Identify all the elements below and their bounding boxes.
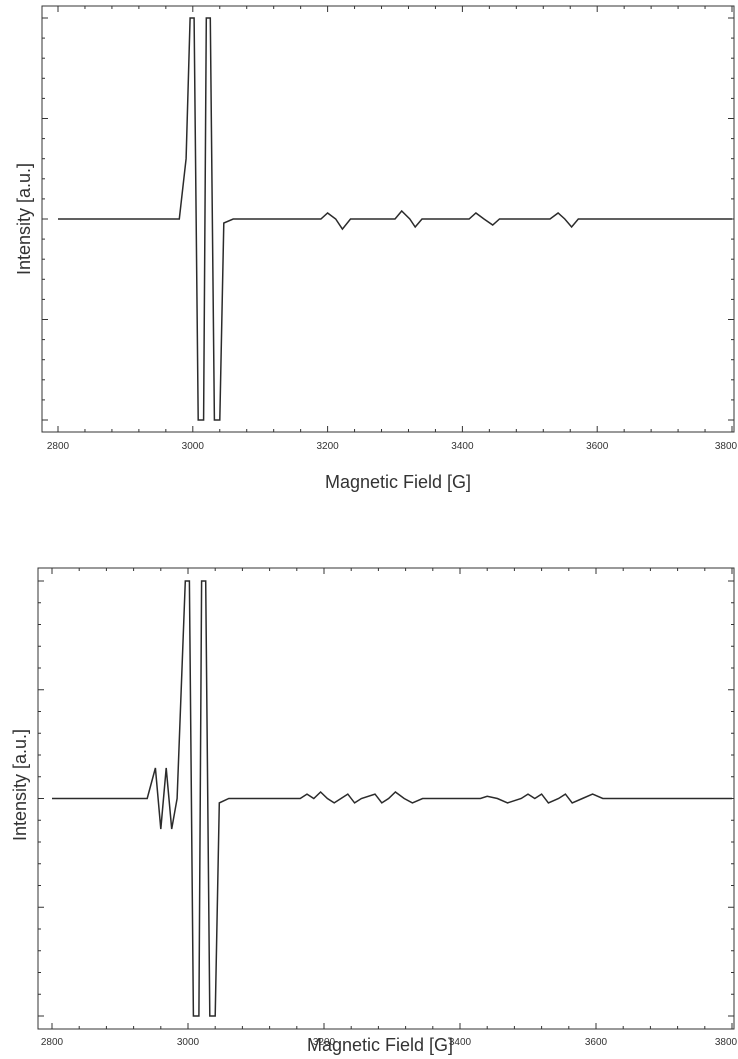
x-tick-label: 3200	[313, 1037, 336, 1048]
x-tick-label: 3000	[177, 1037, 200, 1048]
series-line-2	[52, 580, 732, 1017]
x-tick-label: 3600	[586, 441, 609, 452]
y-axis-label-1: Intensity [a.u.]	[14, 163, 34, 275]
series-line-1	[58, 17, 732, 421]
x-tick-label: 3800	[715, 441, 738, 452]
x-ticks-2: 2800 3000 3200 3400 3600 3800	[41, 568, 738, 1048]
x-tick-label: 3400	[451, 441, 474, 452]
chart-panel-1: 2800 3000 3200 3400 3600 3800 Magnetic Field …	[14, 5, 738, 492]
y-ticks-2	[38, 580, 734, 1017]
x-tick-label: 3000	[182, 441, 205, 452]
x-tick-label: 3400	[449, 1037, 472, 1048]
x-tick-label: 3800	[715, 1037, 738, 1048]
x-axis-label-2: Magnetic Field [G]	[307, 1035, 453, 1055]
x-tick-label: 3600	[585, 1037, 608, 1048]
x-axis-label-1: Magnetic Field [G]	[325, 472, 471, 492]
chart-panel-2: 2800 3000 3200 3400 3600 3800 Magnetic Field …	[10, 567, 738, 1055]
x-tick-label: 3200	[316, 441, 339, 452]
y-axis-label-2: Intensity [a.u.]	[10, 729, 30, 841]
x-ticks-1: 2800 3000 3200 3400 3600 3800	[47, 6, 738, 452]
x-tick-label: 2800	[47, 441, 70, 452]
x-tick-label: 2800	[41, 1037, 64, 1048]
